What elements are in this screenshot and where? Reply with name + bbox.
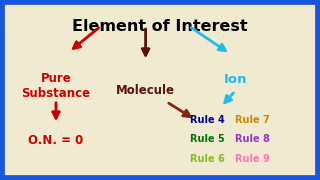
Text: Element of Interest: Element of Interest bbox=[72, 19, 248, 34]
Text: Molecule: Molecule bbox=[116, 84, 175, 96]
Text: Rule 8: Rule 8 bbox=[235, 134, 270, 145]
Text: Rule 9: Rule 9 bbox=[235, 154, 270, 164]
Text: Rule 4: Rule 4 bbox=[190, 115, 225, 125]
Text: Pure
Substance: Pure Substance bbox=[21, 72, 91, 100]
Text: Rule 7: Rule 7 bbox=[235, 115, 270, 125]
Text: Ion: Ion bbox=[223, 73, 247, 86]
Text: O.N. = 0: O.N. = 0 bbox=[28, 134, 84, 147]
Text: Rule 6: Rule 6 bbox=[190, 154, 225, 164]
Text: Rule 5: Rule 5 bbox=[190, 134, 225, 145]
